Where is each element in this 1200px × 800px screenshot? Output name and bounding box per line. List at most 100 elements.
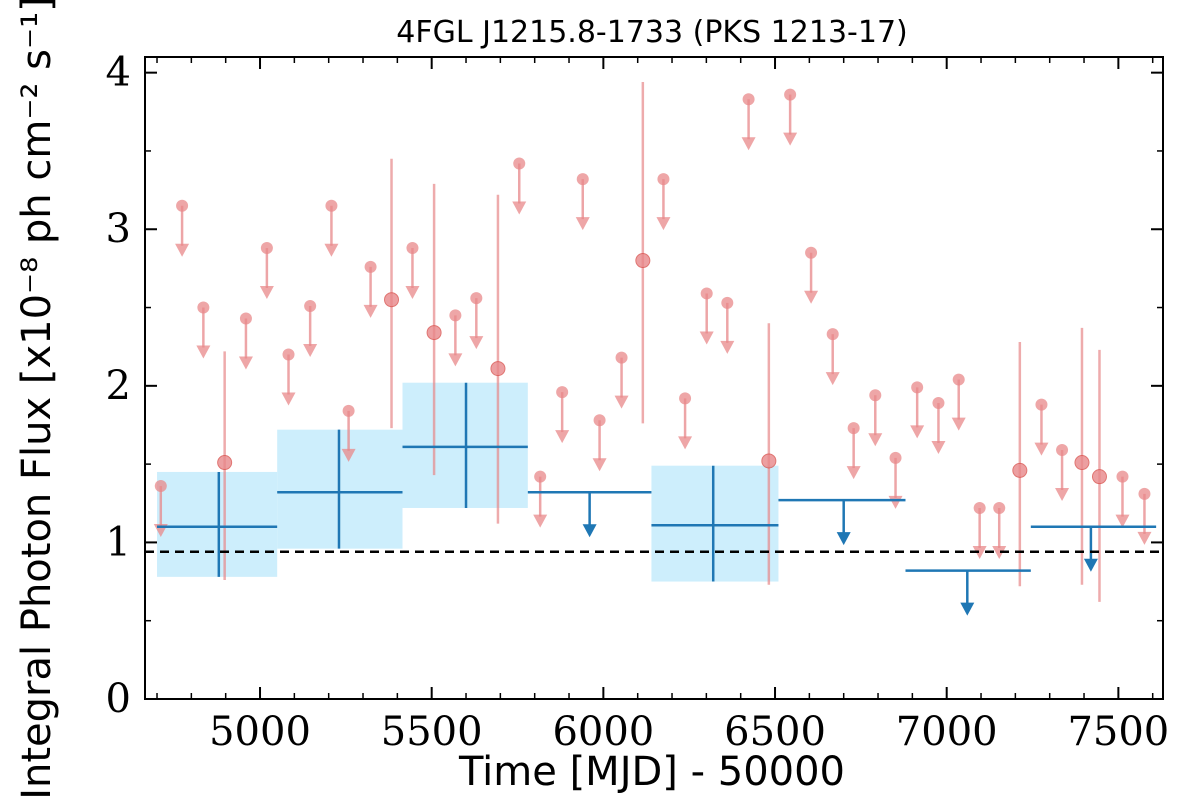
short-bin-upper-limit-arrow xyxy=(910,425,925,439)
short-bin-upper-limit-arrow xyxy=(678,436,693,450)
y-axis-label: Integral Photon Flux [x10⁻⁸ ph cm⁻² s⁻¹] xyxy=(14,0,60,800)
short-bin-upper-limit-arrow xyxy=(825,372,840,386)
short-bin-point xyxy=(761,453,777,469)
short-bin-upper-limit-point xyxy=(1116,470,1129,483)
short-bin-upper-limit-arrow xyxy=(783,132,798,146)
short-bin-upper-limit-arrow xyxy=(592,458,607,472)
x-axis-label: Time [MJD] - 50000 xyxy=(458,749,845,795)
short-bin-upper-limit-arrow xyxy=(1115,514,1130,528)
short-bin-upper-limit-point xyxy=(325,199,338,212)
short-bin-upper-limit-arrow xyxy=(238,356,253,370)
short-bin-upper-limit-point xyxy=(282,348,295,361)
short-bin-upper-limit-arrow xyxy=(741,137,756,151)
short-bin-upper-limit-point xyxy=(721,296,734,309)
short-bin-upper-limit-arrow xyxy=(1055,488,1070,502)
short-bin-upper-limit-point xyxy=(364,260,377,273)
short-bin-upper-limit-arrow xyxy=(1137,531,1152,545)
short-bin-upper-limit-arrow xyxy=(868,433,883,447)
short-bin-upper-limit-arrow xyxy=(614,395,629,409)
x-tick-label: 6500 xyxy=(724,709,826,755)
short-bin-upper-limit-point xyxy=(154,480,167,493)
short-bin-upper-limit-point xyxy=(449,309,462,322)
plot-area xyxy=(145,82,1163,616)
short-bin-upper-limit-point xyxy=(742,93,755,106)
short-bin-upper-limit-arrow xyxy=(341,448,356,462)
short-bin-upper-limit-point xyxy=(342,404,355,417)
short-bin-point xyxy=(635,253,651,269)
short-bin-upper-limit-arrow xyxy=(575,217,590,231)
short-bin-upper-limit-point xyxy=(534,470,547,483)
short-bin-point xyxy=(426,325,442,341)
long-bin-upper-limit-arrow xyxy=(1083,558,1098,572)
short-bin-point xyxy=(384,292,400,308)
short-bin-upper-limit-point xyxy=(593,414,606,427)
short-bin-upper-limit-arrow xyxy=(512,201,527,215)
short-bin-upper-limit-point xyxy=(1056,444,1069,457)
y-tick-label: 4 xyxy=(106,50,131,96)
y-tick-label: 2 xyxy=(106,363,131,409)
short-bin-upper-limit-arrow xyxy=(656,217,671,231)
short-bin-upper-limit-point xyxy=(805,246,818,259)
short-bin-upper-limit-point xyxy=(826,328,839,341)
short-bin-upper-limit-point xyxy=(1138,487,1151,500)
short-bin-upper-limit-point xyxy=(176,199,189,212)
short-bin-upper-limit-arrow xyxy=(888,495,903,509)
short-bin-upper-limit-arrow xyxy=(804,290,819,304)
short-bin-point xyxy=(1012,462,1028,478)
y-tick-label: 1 xyxy=(106,519,131,565)
short-bin-upper-limit-point xyxy=(513,157,526,170)
short-bin-upper-limit-point xyxy=(911,381,924,394)
chart-title: 4FGL J1215.8-1733 (PKS 1213-17) xyxy=(396,15,907,50)
long-bin-upper-limit-arrow xyxy=(582,524,597,538)
short-bin-upper-limit-arrow xyxy=(448,353,463,367)
short-bin-upper-limit-point xyxy=(869,389,882,402)
short-bin-upper-limit-point xyxy=(304,299,317,312)
long-bin-error-box xyxy=(157,471,278,577)
short-bin-upper-limit-point xyxy=(889,451,902,464)
short-bin-upper-limit-arrow xyxy=(324,243,339,257)
short-bin-point xyxy=(1091,469,1107,485)
short-bin-upper-limit-point xyxy=(700,287,713,300)
y-tick-label: 3 xyxy=(106,206,131,252)
short-bin-upper-limit-point xyxy=(657,173,670,186)
plot-frame xyxy=(144,56,1164,700)
short-bin-upper-limit-arrow xyxy=(175,243,190,257)
short-bin-upper-limit-point xyxy=(847,422,860,435)
short-bin-upper-limit-arrow xyxy=(303,343,318,357)
short-bin-upper-limit-point xyxy=(784,88,797,101)
x-tick-label: 6000 xyxy=(552,709,654,755)
short-bin-upper-limit-arrow xyxy=(1034,442,1049,456)
short-bin-upper-limit-point xyxy=(973,501,986,514)
short-bin-upper-limit-point xyxy=(239,312,252,325)
short-bin-upper-limit-point xyxy=(993,501,1006,514)
x-tick-label: 5000 xyxy=(209,709,311,755)
short-bin-upper-limit-arrow xyxy=(405,286,420,300)
short-bin-point xyxy=(1074,455,1090,471)
short-bin-point xyxy=(490,361,506,377)
short-bin-upper-limit-point xyxy=(406,242,419,255)
short-bin-upper-limit-arrow xyxy=(846,466,861,480)
short-bin-upper-limit-arrow xyxy=(259,286,274,300)
short-bin-upper-limit-arrow xyxy=(699,331,714,345)
short-bin-upper-limit-arrow xyxy=(555,430,570,444)
long-bin-upper-limit-arrow xyxy=(836,532,851,546)
short-bin-upper-limit-arrow xyxy=(196,345,211,359)
short-bin-upper-limit-arrow xyxy=(469,336,484,350)
short-bin-upper-limit-point xyxy=(679,392,692,405)
y-tick-label: 0 xyxy=(106,676,131,722)
short-bin-upper-limit-arrow xyxy=(992,545,1007,559)
short-bin-point xyxy=(217,455,233,471)
short-bin-upper-limit-point xyxy=(932,397,945,410)
short-bin-upper-limit-point xyxy=(1035,398,1048,411)
short-bin-upper-limit-point xyxy=(197,301,210,314)
short-bin-upper-limit-point xyxy=(260,242,273,255)
x-tick-label: 7500 xyxy=(1067,709,1169,755)
short-bin-upper-limit-point xyxy=(952,373,965,386)
axis-ticks: 5000 5500 6000 6500 7000 7500 0 1 2 3 4 xyxy=(106,50,1170,755)
short-bin-upper-limit-arrow xyxy=(931,441,946,455)
x-tick-label: 7000 xyxy=(896,709,998,755)
short-bin-upper-limit-point xyxy=(576,173,589,186)
short-bin-upper-limit-arrow xyxy=(972,545,987,559)
long-bin-error-box xyxy=(651,465,779,582)
